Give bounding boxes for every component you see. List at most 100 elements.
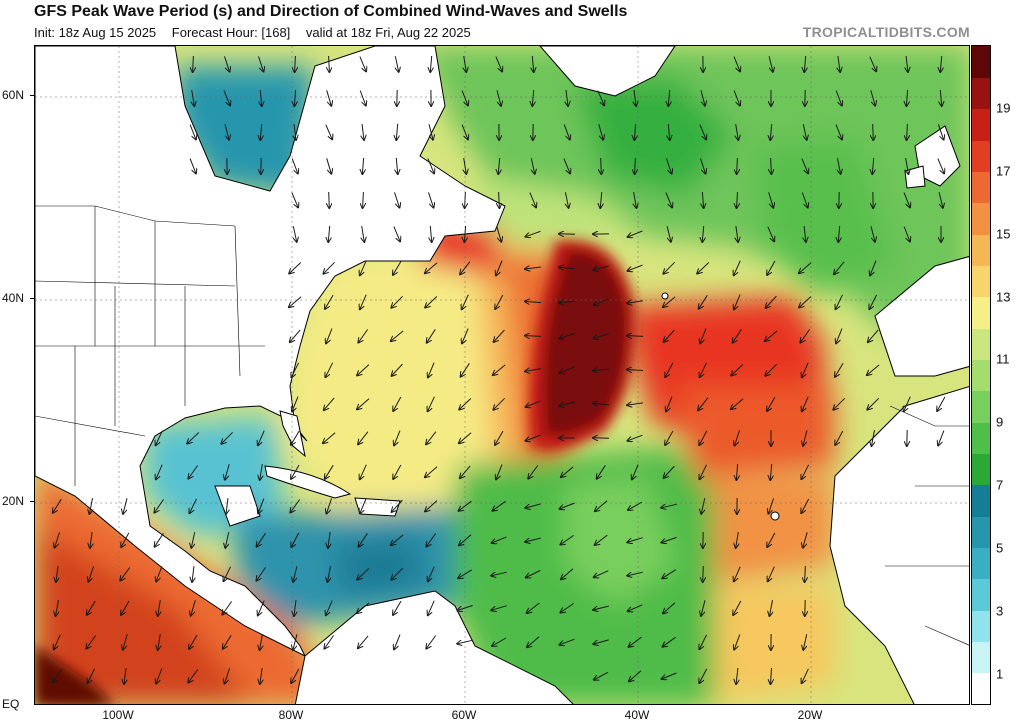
wave-direction-arrow [294,89,295,106]
wave-direction-arrow [665,192,672,208]
wave-direction-arrow [597,465,606,478]
wave-direction-arrow [90,532,92,548]
wave-direction-arrow [804,55,805,72]
wave-direction-arrow [662,672,677,679]
wave-direction-arrow [326,158,332,173]
wave-direction-arrow [703,565,704,582]
wave-direction-arrow [563,124,570,140]
wave-direction-arrow [734,634,741,650]
wave-direction-arrow [771,667,772,684]
wave-direction-arrow [632,464,639,480]
wave-direction-arrow [938,192,943,208]
wave-direction-arrow [225,464,230,479]
wave-direction-arrow [189,124,196,140]
colorbar-segment [972,328,990,360]
wave-direction-arrow [327,498,332,513]
wave-direction-arrow [668,123,669,140]
wave-direction-arrow [426,533,437,547]
wave-direction-arrow [461,124,468,140]
wave-direction-arrow [867,398,880,409]
site-brand: TROPICALTIDBITS.COM [802,24,970,40]
wave-direction-arrow [593,639,609,644]
wave-direction-arrow [526,400,541,407]
wave-direction-arrow [938,430,945,446]
wave-direction-arrow [733,56,740,72]
wave-direction-arrow [325,294,334,309]
wave-direction-arrow [593,333,609,339]
wave-direction-arrow [733,600,742,615]
wave-direction-arrow [290,329,301,342]
wave-direction-arrow [937,124,943,139]
wave-direction-arrow [629,670,642,682]
wave-period-map [34,45,970,705]
wave-direction-arrow [560,638,575,645]
wave-direction-arrow [765,330,778,341]
lon-label-100w: 100W [102,708,134,722]
wave-direction-arrow [525,336,542,337]
colorbar-segment [972,641,990,674]
wave-direction-arrow [221,431,233,443]
wave-direction-arrow [86,635,97,649]
wave-direction-arrow [495,294,504,309]
wave-direction-arrow [188,465,199,479]
wave-direction-arrow [461,363,470,376]
wave-direction-arrow [328,225,329,242]
lat-tick [30,298,34,299]
wave-direction-arrow [158,600,161,616]
wave-direction-arrow [358,635,369,648]
wave-direction-arrow [526,230,541,236]
wave-direction-arrow [260,668,262,684]
wave-direction-arrow [459,500,472,511]
wave-direction-arrow [802,668,809,683]
wave-direction-arrow [291,362,300,377]
wave-direction-arrow [869,56,876,72]
wave-direction-arrow [258,600,265,616]
wave-direction-arrow [835,90,842,106]
wave-direction-arrow [634,90,636,106]
wave-direction-arrow [461,90,468,106]
wave-direction-arrow [124,668,126,684]
wave-direction-arrow [496,464,503,480]
wave-direction-arrow [325,362,334,377]
wave-direction-arrow [593,403,610,404]
wave-direction-arrow [697,262,710,274]
wave-direction-arrow [731,364,744,376]
wave-direction-arrow [459,432,472,443]
wave-direction-arrow [765,363,777,375]
wave-direction-arrow [123,634,128,649]
colorbar-segment [972,46,990,78]
wave-direction-arrow [663,636,676,646]
wave-direction-arrow [560,502,575,509]
wave-direction-arrow [222,601,233,615]
wave-direction-arrow [869,294,878,309]
wave-direction-arrow [289,262,302,274]
wave-direction-arrow [698,397,709,411]
colorbar-segment [972,171,990,204]
wave-direction-arrow [189,158,196,174]
lat-label-40n: 40N [2,291,25,305]
wave-direction-arrow [700,158,706,173]
wave-direction-arrow [563,158,570,174]
wave-direction-arrow [628,264,643,271]
wave-direction-arrow [359,533,368,546]
colorbar-segment [972,672,990,704]
wave-direction-arrow [425,500,438,512]
wave-direction-arrow [360,294,367,310]
wave-direction-arrow [598,124,603,139]
wave-direction-arrow [770,463,771,480]
wave-direction-arrow [560,366,575,373]
wave-direction-arrow [837,158,840,174]
lat-tick [30,501,34,502]
wave-direction-arrow [601,157,602,174]
wave-direction-arrow [120,567,131,581]
wave-direction-arrow [428,192,434,207]
wave-direction-arrow [559,267,576,268]
wave-direction-arrow [664,329,675,342]
wave-direction-arrow [289,296,302,307]
wave-direction-arrow [190,498,197,513]
wave-direction-arrow [940,55,941,72]
wave-direction-arrow [662,569,676,579]
wave-direction-arrow [493,364,506,375]
wave-direction-arrow [525,267,541,269]
wave-direction-arrow [362,124,364,140]
